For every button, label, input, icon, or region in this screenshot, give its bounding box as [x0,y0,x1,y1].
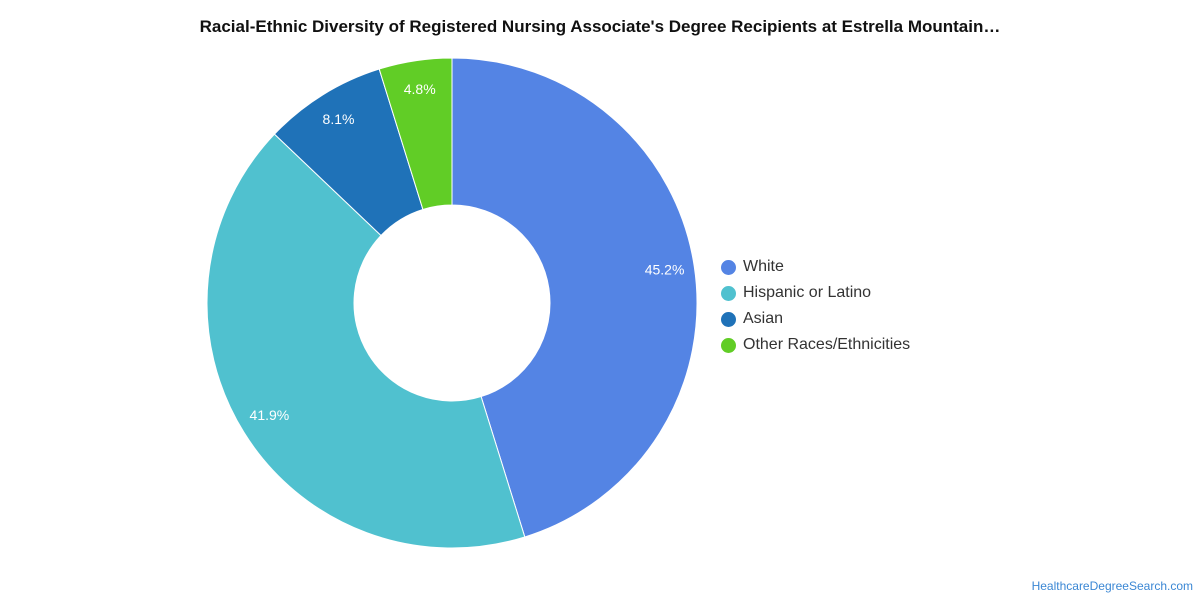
legend-swatch-white [721,259,736,275]
slice-labels-group: 45.2% 41.9% 8.1% 4.8% [250,81,685,423]
legend-swatch-hispanic-or-latino [721,285,736,301]
legend-label-other-races-ethnicities: Other Races/Ethnicities [743,336,911,353]
slice-label-hispanic-or-latino: 41.9% [250,407,290,423]
slice-label-other-races-ethnicities: 4.8% [404,81,436,97]
legend-label-white: White [743,258,784,275]
legend-item-asian[interactable]: Asian [721,306,910,332]
legend: White Hispanic or Latino Asian Other Rac… [721,254,910,358]
legend-label-hispanic-or-latino: Hispanic or Latino [743,284,872,301]
legend-item-other-races-ethnicities[interactable]: Other Races/Ethnicities [721,332,910,358]
legend-item-white[interactable]: White [721,254,910,280]
legend-item-hispanic-or-latino[interactable]: Hispanic or Latino [721,280,910,306]
slice-hispanic-or-latino[interactable] [206,133,526,549]
legend-swatch-asian [721,311,736,327]
slice-other-races-ethnicities[interactable] [378,57,453,211]
slice-white[interactable] [451,57,698,538]
slice-label-asian: 8.1% [323,111,355,127]
source-link[interactable]: HealthcareDegreeSearch.com [1031,579,1193,593]
slice-label-white: 45.2% [645,261,685,277]
slices-group [206,57,698,549]
chart-title: Racial-Ethnic Diversity of Registered Nu… [199,17,1001,36]
legend-swatch-other-races-ethnicities [721,337,736,353]
legend-label-asian: Asian [743,310,784,327]
